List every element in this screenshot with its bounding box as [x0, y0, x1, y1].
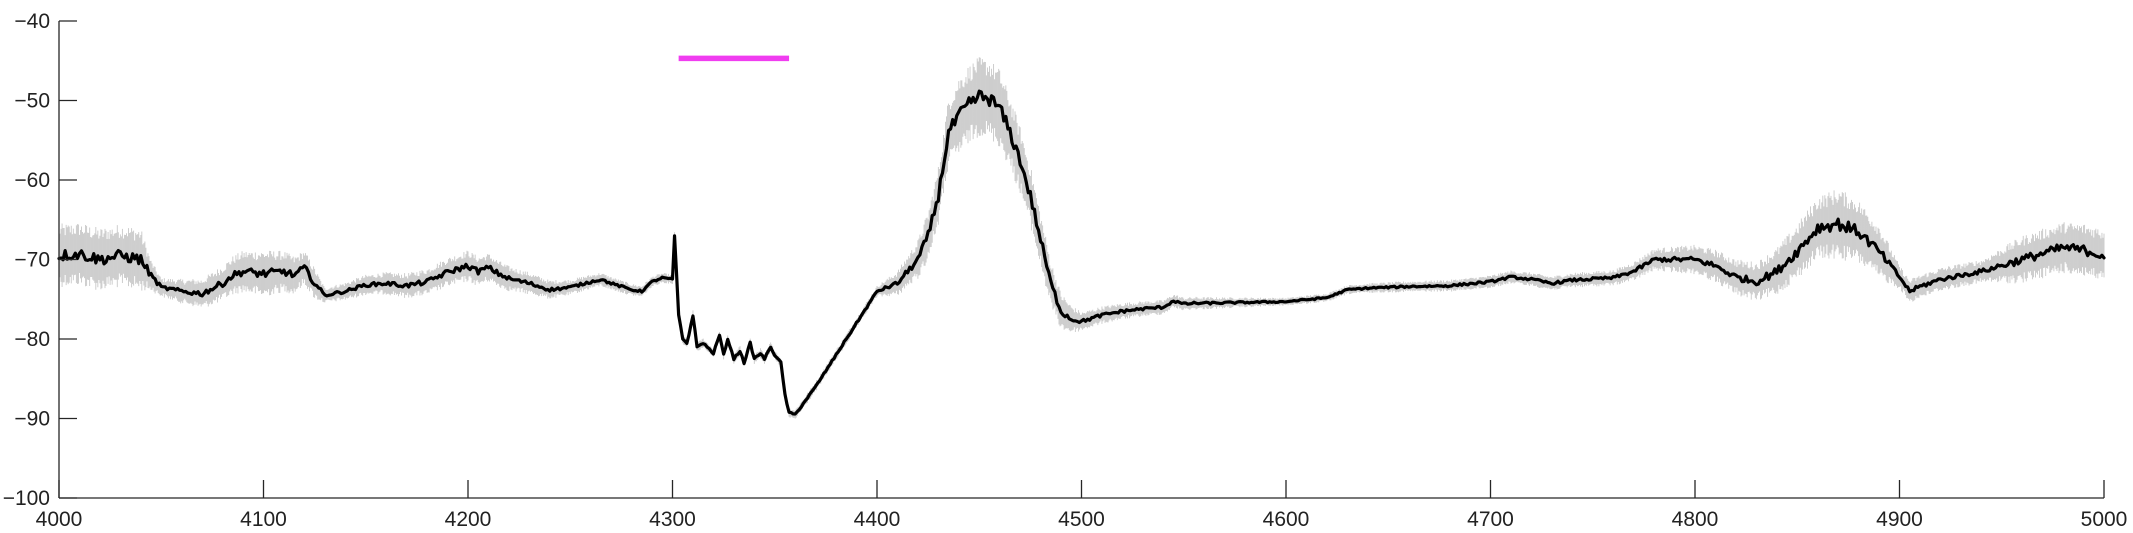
x-tick-label: 4900 — [1876, 508, 1923, 531]
noise-band — [58, 57, 2105, 419]
x-tick-label: 4600 — [1263, 508, 1310, 531]
y-tick-label: −100 — [3, 487, 50, 510]
x-tick-label: 4200 — [445, 508, 492, 531]
x-tick-label: 4400 — [854, 508, 901, 531]
y-tick-label: −70 — [14, 249, 50, 272]
x-tick-label: 4700 — [1467, 508, 1514, 531]
mean-line-layer — [57, 89, 2106, 416]
y-tick-label: −40 — [14, 10, 50, 33]
mean-trace-line — [57, 89, 2106, 416]
x-tick-label: 4800 — [1672, 508, 1719, 531]
y-tick-label: −90 — [14, 408, 50, 431]
x-tick-label: 4500 — [1058, 508, 1105, 531]
ticks: 4000 4100 4200 4300 4400 4500 4600 4700 4800 4900… — [3, 10, 2128, 531]
y-tick-label: −50 — [14, 90, 50, 113]
y-tick-label: −80 — [14, 328, 50, 351]
x-tick-label: 4100 — [240, 508, 287, 531]
x-tick-label: 4000 — [36, 508, 83, 531]
x-tick-label: 4300 — [649, 508, 696, 531]
noise-band-layer — [58, 57, 2105, 419]
x-tick-label: 5000 — [2081, 508, 2128, 531]
y-tick-label: −60 — [14, 169, 50, 192]
